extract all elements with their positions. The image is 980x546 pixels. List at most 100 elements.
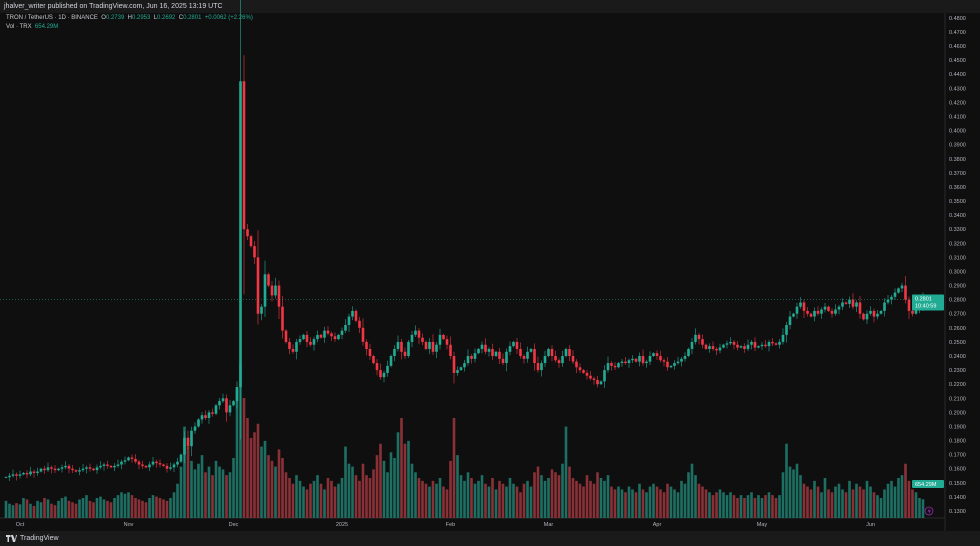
candle-body	[302, 334, 305, 340]
candle-body	[172, 464, 176, 468]
volume-bar	[907, 480, 911, 518]
candle-body	[697, 334, 701, 340]
candle-body	[414, 330, 417, 335]
volume-bar	[904, 463, 907, 518]
candle-body	[326, 330, 330, 334]
volume-bar	[260, 446, 263, 518]
volume-bar	[862, 489, 865, 518]
candle-body	[708, 346, 711, 349]
volume-bar	[459, 475, 463, 518]
volume-bar	[43, 498, 46, 518]
candle-body	[571, 356, 575, 362]
candle-body	[141, 464, 144, 466]
volume-bar	[536, 466, 540, 518]
volume-bar	[501, 483, 505, 518]
volume-bar	[165, 500, 169, 518]
volume-bar	[519, 492, 522, 518]
event-marker-icon[interactable]	[924, 506, 934, 516]
volume-bar	[813, 480, 816, 518]
y-tick-label: 0.4800	[949, 16, 966, 22]
candle-body	[43, 468, 46, 471]
symbol-name[interactable]: TRON / TetherUS · 1D · BINANCE	[6, 15, 98, 21]
candle-body	[662, 360, 666, 362]
candle-body	[438, 334, 442, 345]
candle-body	[88, 467, 92, 469]
candle-body	[659, 356, 662, 361]
volume-value: 654.29M	[34, 24, 59, 30]
volume-bar	[302, 486, 305, 518]
volume-bar	[400, 418, 403, 518]
chart-legend: TRON / TetherUS · 1D · BINANCE O0.2739 H…	[6, 14, 253, 32]
price-axis[interactable]	[945, 13, 980, 531]
candle-body	[862, 313, 865, 320]
candle-body	[725, 343, 729, 345]
volume-bar	[267, 455, 270, 518]
candle-body	[690, 341, 694, 349]
candle-body	[456, 370, 459, 373]
volume-bar	[785, 443, 788, 518]
publisher-text: jhalver_writer published on TradingView.…	[4, 3, 223, 10]
candle-body	[263, 274, 267, 307]
y-tick-label: 0.2300	[949, 368, 966, 374]
volume-bar	[540, 475, 543, 518]
volume-bar	[15, 503, 18, 518]
candle-body	[515, 341, 519, 349]
volume-bar	[729, 492, 732, 518]
volume-bar	[725, 495, 729, 518]
y-tick-label: 0.3000	[949, 269, 966, 275]
volume-bar	[715, 492, 718, 518]
candle-body	[911, 310, 914, 314]
volume-bar	[197, 463, 200, 518]
volume-bar	[11, 505, 15, 518]
volume-bar	[592, 483, 596, 518]
price-chart[interactable]: 0.4800 0.4700 0.4600 0.4500 0.4400 0.4300 0.42…	[0, 0, 980, 531]
candle-body	[428, 341, 431, 349]
volume-bar	[298, 480, 302, 518]
candle-body	[830, 310, 834, 314]
candle-body	[785, 325, 788, 335]
volume-price-label	[912, 480, 944, 488]
candle-body	[648, 356, 652, 362]
candle-body	[442, 334, 445, 340]
volume-bar	[305, 489, 309, 518]
volume-bar	[200, 455, 204, 518]
y-tick-label: 0.1500	[949, 481, 966, 487]
volume-bar	[732, 495, 736, 518]
volume-bar	[498, 480, 501, 518]
candle-body	[771, 341, 774, 344]
volume-bar	[533, 472, 536, 518]
candle-body	[900, 285, 904, 289]
x-tick-label: Apr	[653, 522, 662, 528]
volume-bar	[435, 483, 438, 518]
volume-bar	[88, 500, 92, 518]
y-tick-label: 0.3800	[949, 157, 966, 163]
volume-bar	[711, 495, 715, 518]
candle-body	[848, 299, 851, 304]
candle-body	[624, 361, 627, 364]
volume-bar	[778, 495, 781, 518]
candle-body	[204, 415, 207, 419]
volume-bar	[116, 495, 120, 518]
volume-bar	[414, 472, 417, 518]
candle-body	[459, 367, 463, 371]
candle-body	[897, 288, 900, 293]
volume-bar	[463, 480, 466, 518]
candle-body	[865, 313, 869, 320]
volume-bar	[799, 475, 802, 518]
candle-body	[221, 398, 225, 402]
volume-bar	[666, 483, 669, 518]
candle-body	[645, 361, 648, 364]
x-tick-label: May	[757, 522, 768, 528]
candle-body	[309, 341, 312, 345]
candle-body	[71, 468, 74, 471]
candle-body	[893, 292, 897, 297]
volume-bar	[95, 498, 99, 518]
candle-body	[536, 363, 540, 371]
candle-body	[354, 310, 358, 321]
chart-panel[interactable]	[0, 13, 980, 531]
volume-bar	[736, 498, 739, 518]
candle-body	[298, 339, 302, 342]
y-tick-label: 0.1400	[949, 495, 966, 501]
candle-body	[890, 296, 893, 300]
volume-bar	[99, 496, 102, 518]
